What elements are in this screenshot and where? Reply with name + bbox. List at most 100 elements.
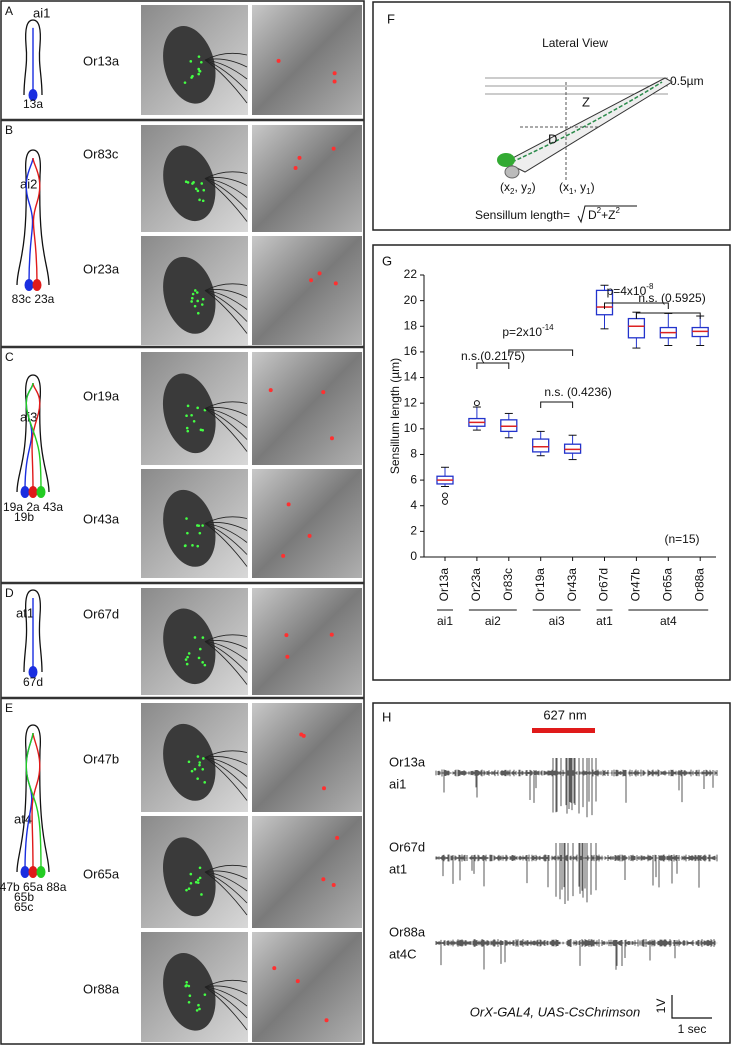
arrow-mark: [324, 1018, 329, 1023]
left-frame: [0, 0, 365, 1045]
group-label: at1: [596, 614, 613, 628]
receptor-label: Or65a: [83, 866, 120, 881]
gfp-dot: [197, 1003, 200, 1007]
sensillum-outline: [16, 149, 50, 286]
arista: [204, 408, 248, 452]
gfp-dot: [203, 781, 207, 784]
sqrt-sign: [577, 205, 637, 224]
arrow-mark: [332, 71, 337, 76]
neuron: [20, 486, 30, 498]
arista: [204, 756, 248, 765]
y-tick-label: 16: [404, 344, 418, 358]
gfp-dot: [197, 656, 201, 660]
arista: [204, 408, 248, 440]
sensillum-label: at4: [14, 811, 32, 826]
gfp-dot: [201, 767, 205, 771]
gfp-dot: [203, 408, 207, 412]
coordinate: (x2, y2): [500, 180, 536, 196]
zoom-image: [252, 5, 362, 115]
x-tick-label: Or47b: [629, 568, 643, 602]
zoom-image: [252, 588, 362, 695]
y-tick-label: 8: [410, 447, 417, 461]
dendrite: [25, 382, 42, 491]
gfp-dot: [197, 524, 201, 527]
panel-h-frame: [372, 702, 731, 1044]
arista: [204, 59, 248, 92]
receptor-label: Or13a: [83, 53, 120, 68]
y-tick-label: 0: [410, 549, 417, 563]
trace-label: ai1: [389, 776, 406, 791]
trace-label: Or88a: [389, 924, 426, 939]
arista: [204, 408, 248, 428]
y-tick-label: 18: [404, 318, 418, 332]
text-part: ): [532, 180, 536, 194]
panel-letter: E: [5, 701, 13, 715]
scale-t: 1 sec: [678, 1022, 707, 1036]
text-part: (x: [559, 180, 569, 194]
neuron: [28, 486, 38, 498]
gfp-dot: [194, 880, 198, 884]
neuron-f: [497, 153, 515, 167]
gfp-dot: [198, 647, 202, 651]
receptor-label: Or47b: [83, 751, 119, 766]
neuron: [28, 866, 38, 878]
arrow-mark: [329, 436, 334, 441]
outlier: [442, 498, 448, 505]
antenna-body: [163, 256, 216, 334]
bracket: [508, 349, 574, 356]
gfp-dot: [193, 767, 197, 771]
gfp-dot: [196, 878, 200, 882]
subscript: 2: [527, 187, 532, 196]
receptor-label: Or23a: [83, 261, 120, 276]
gfp-dot: [187, 652, 191, 655]
gfp-dot: [196, 311, 200, 315]
group-label: ai2: [485, 614, 501, 628]
gfp-dot: [200, 303, 204, 306]
gfp-dot: [202, 188, 206, 192]
panel-letter: B: [5, 123, 13, 137]
gfp-dot: [198, 761, 201, 764]
arrow-mark: [299, 732, 304, 737]
arista: [204, 59, 248, 104]
receptor-label: Or43a: [83, 511, 120, 526]
arista: [204, 177, 248, 186]
arista: [204, 757, 248, 777]
x-tick-label: Or43a: [565, 568, 579, 602]
arista: [204, 870, 248, 880]
superscript: 2: [615, 206, 620, 215]
gfp-dot: [198, 69, 202, 73]
group-label: ai3: [549, 614, 565, 628]
arista: [204, 757, 248, 789]
trace-label: Or13a: [389, 754, 426, 769]
receptor-label: Or83c: [83, 146, 119, 161]
zoom-image: [252, 469, 362, 578]
gfp-dot: [191, 544, 194, 547]
neuron: [36, 486, 46, 498]
zoom-image: [252, 352, 362, 465]
text-part: , y: [514, 180, 527, 194]
gfp-dot: [195, 1009, 199, 1012]
d-label: D: [548, 131, 557, 146]
y-tick-label: 6: [410, 472, 417, 486]
sensillum-label: ai2: [20, 176, 37, 191]
group-label: ai1: [437, 614, 453, 628]
arista: [204, 178, 248, 222]
annotation-text: (n=15): [664, 532, 699, 546]
gfp-dot: [187, 1000, 191, 1004]
gfp-dot: [196, 406, 199, 410]
arrow-mark: [335, 835, 340, 840]
neuron: [28, 666, 38, 678]
sensillum-label: at1: [16, 605, 34, 620]
gfp-dot: [191, 74, 194, 78]
gfp-dot: [195, 291, 199, 294]
trace-label: at4C: [389, 946, 416, 961]
antenna-body: [162, 373, 216, 454]
receptor-label: Or19a: [83, 388, 120, 403]
sensillum-outline: [23, 589, 43, 673]
gfp-dot: [185, 888, 188, 892]
gfp-dot: [194, 187, 198, 191]
gfp-dot: [200, 893, 203, 896]
gfp-dot: [197, 67, 200, 71]
arrow-mark: [276, 58, 281, 63]
antenna-body: [163, 26, 216, 104]
